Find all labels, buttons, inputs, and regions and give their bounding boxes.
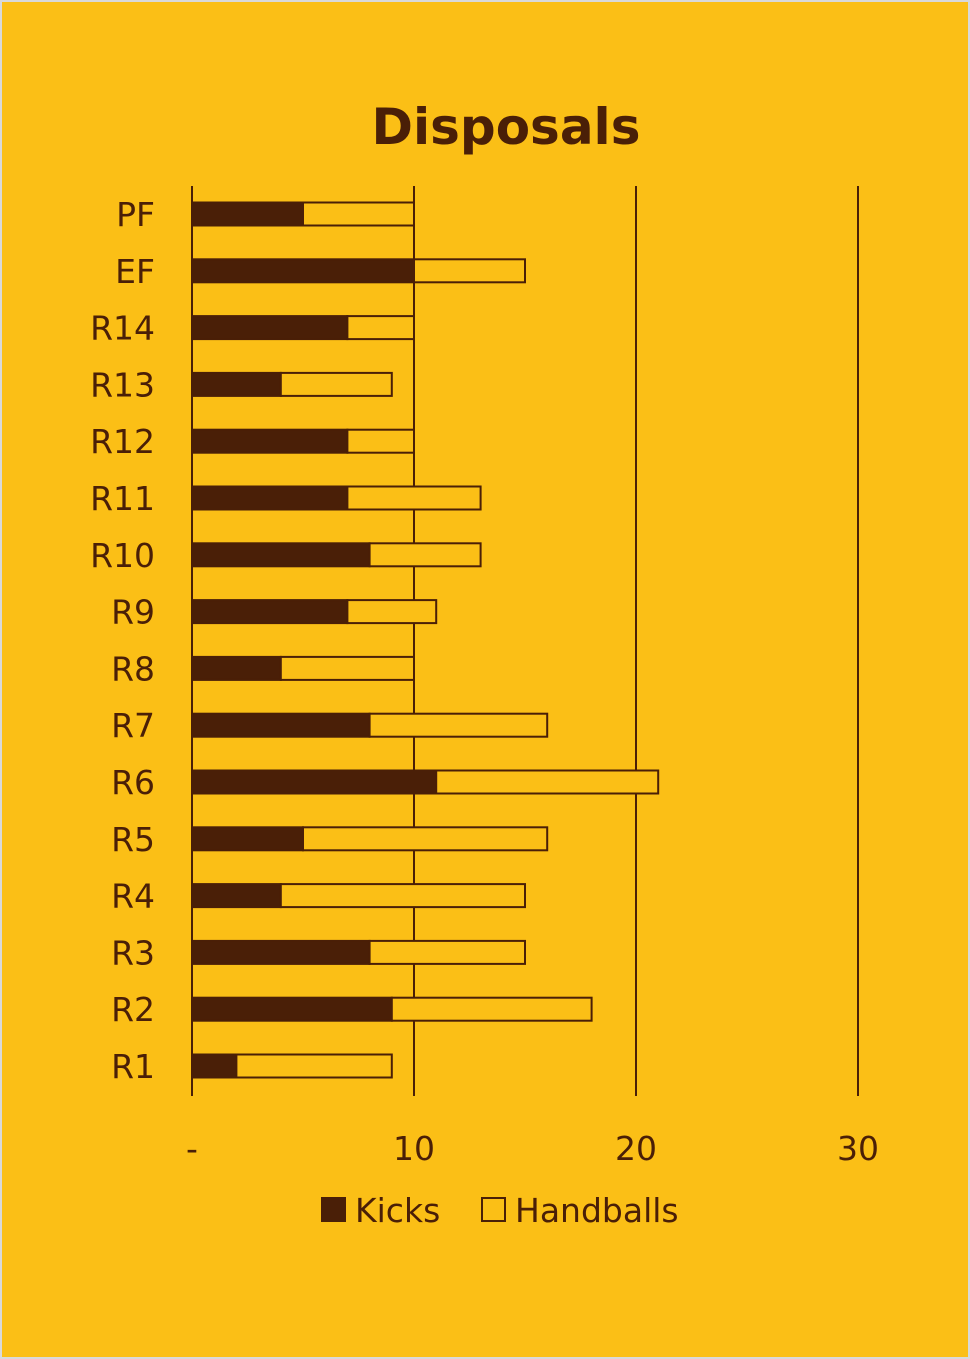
bar-kicks [191,599,349,625]
bar-kicks [191,201,304,227]
y-tick-label: R10 [90,536,155,575]
bar-kicks [191,371,282,397]
y-tick-label: R5 [111,820,155,859]
bar-handballs [279,655,415,681]
y-tick-label: R3 [111,933,155,972]
bar-handballs [302,826,549,852]
y-tick-label: R4 [111,877,155,916]
legend-handballs-label: Handballs [515,1191,679,1230]
bar-kicks [191,712,371,738]
bar-handballs [279,883,526,909]
bar-handballs [368,542,482,568]
bar-handballs [346,599,438,625]
y-tick-label: R11 [90,479,155,518]
bar-handballs [346,485,482,511]
bar-handballs [346,315,415,341]
y-tick-label: R6 [111,763,155,802]
bar-handballs [368,712,549,738]
bar-handballs [435,769,660,795]
y-tick-label: R2 [111,990,155,1029]
bar-kicks [191,883,282,909]
y-tick-label: EF [115,252,155,291]
bar-handballs [390,996,593,1022]
y-tick-label: R7 [111,706,155,745]
bar-kicks [191,655,282,681]
y-tick-label: R9 [111,593,155,632]
y-tick-label: R14 [90,309,155,348]
y-tick-label: R8 [111,649,155,688]
legend-kicks-swatch [321,1197,346,1222]
bar-handballs [235,1053,393,1079]
x-tick-label: 10 [393,1129,435,1168]
bar-handballs [368,939,526,965]
bar-kicks [191,428,349,454]
y-tick-label: PF [116,195,155,234]
bar-kicks [191,542,371,568]
chart-title: Disposals [371,98,641,156]
bar-kicks [191,485,349,511]
y-tick-label: R13 [90,365,155,404]
bar-kicks [191,826,304,852]
bar-handballs [413,258,526,284]
legend-handballs-swatch [481,1197,506,1222]
bar-kicks [191,996,393,1022]
x-tick-label: - [186,1129,198,1168]
y-tick-label: R1 [111,1047,155,1086]
bar-kicks [191,939,371,965]
bar-handballs [302,201,415,227]
bar-kicks [191,769,438,795]
y-tick-label: R12 [90,422,155,461]
x-tick-label: 30 [837,1129,879,1168]
x-tick-label: 20 [615,1129,657,1168]
bar-kicks [191,258,415,284]
bar-kicks [191,315,349,341]
bar-handballs [346,428,415,454]
bar-kicks [191,1053,238,1079]
legend-kicks-label: Kicks [355,1191,440,1230]
bar-handballs [279,371,393,397]
